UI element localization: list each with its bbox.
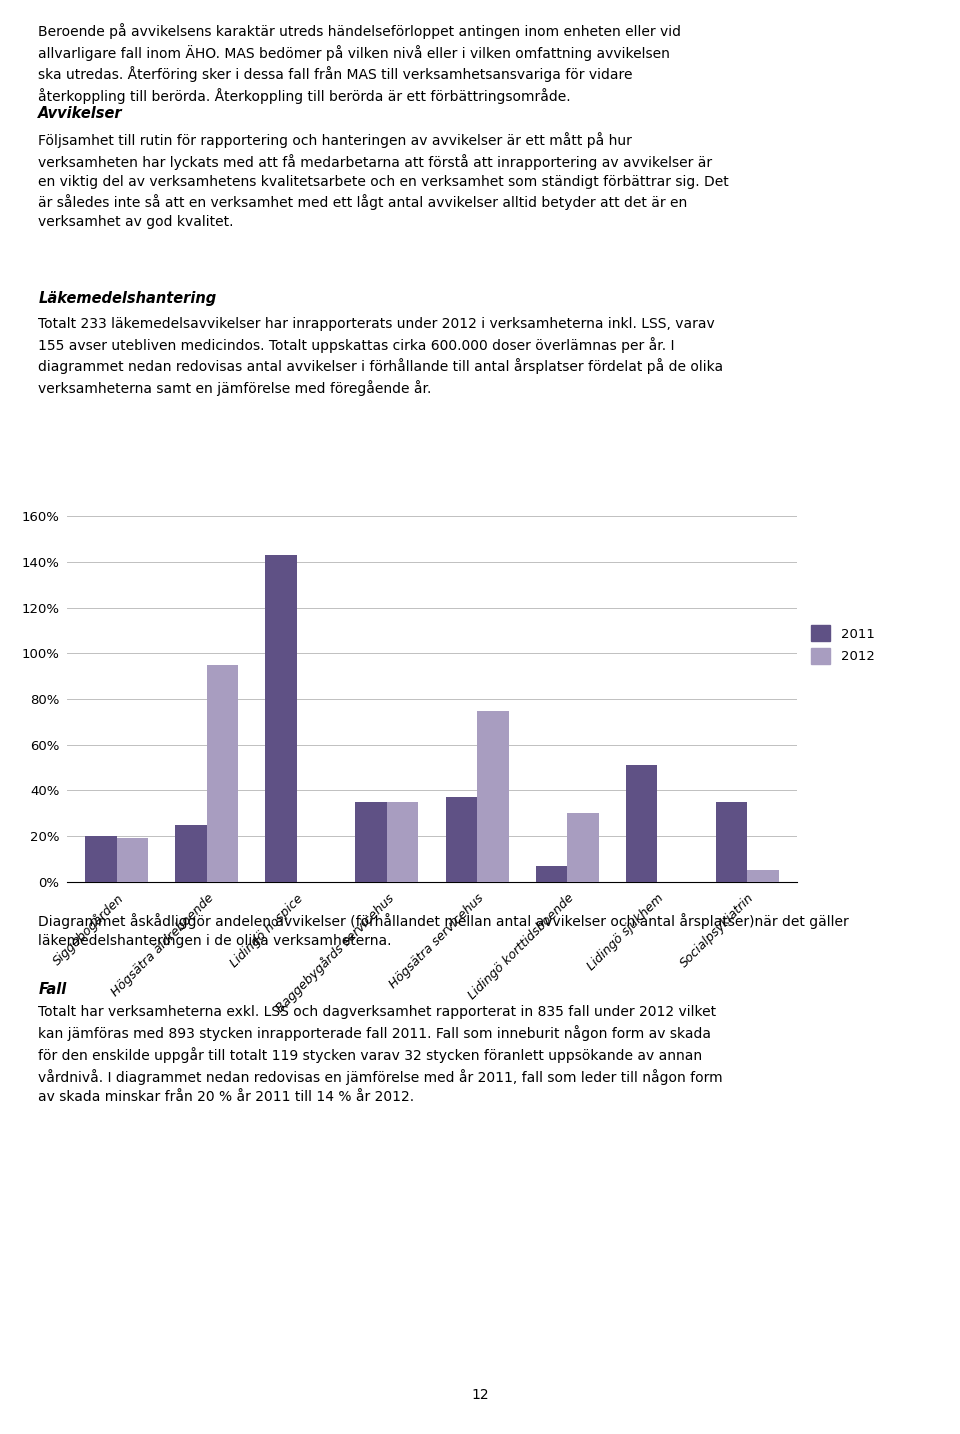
Text: Totalt har verksamheterna exkl. LSS och dagverksamhet rapporterat in 835 fall un: Totalt har verksamheterna exkl. LSS och …: [38, 1005, 723, 1104]
Text: 12: 12: [471, 1388, 489, 1402]
Bar: [747, 870, 779, 882]
Bar: [567, 813, 599, 882]
Text: Läkemedelshantering: Läkemedelshantering: [38, 291, 217, 305]
Bar: [117, 839, 148, 882]
Legend: 2011, 2012: 2011, 2012: [810, 625, 875, 664]
Bar: [716, 802, 747, 882]
Text: Fall: Fall: [38, 982, 66, 997]
Text: Beroende på avvikelsens karaktär utreds händelseförloppet antingen inom enheten : Beroende på avvikelsens karaktär utreds …: [38, 23, 682, 105]
Bar: [265, 555, 297, 882]
Text: Totalt 233 läkemedelsavvikelser har inrapporterats under 2012 i verksamheterna i: Totalt 233 läkemedelsavvikelser har inra…: [38, 317, 724, 396]
Bar: [536, 866, 567, 882]
Bar: [387, 802, 419, 882]
Text: Följsamhet till rutin för rapportering och hanteringen av avvikelser är ett mått: Följsamhet till rutin för rapportering o…: [38, 132, 730, 229]
Bar: [626, 766, 658, 882]
Bar: [477, 710, 509, 882]
Text: Diagrammet åskådliggör andelen avvikelser (förhållandet mellan antal avvikelser : Diagrammet åskådliggör andelen avvikelse…: [38, 913, 850, 948]
Bar: [176, 825, 206, 882]
Bar: [445, 797, 477, 882]
Bar: [206, 665, 238, 882]
Text: Avvikelser: Avvikelser: [38, 106, 123, 120]
Bar: [355, 802, 387, 882]
Bar: [85, 836, 117, 882]
